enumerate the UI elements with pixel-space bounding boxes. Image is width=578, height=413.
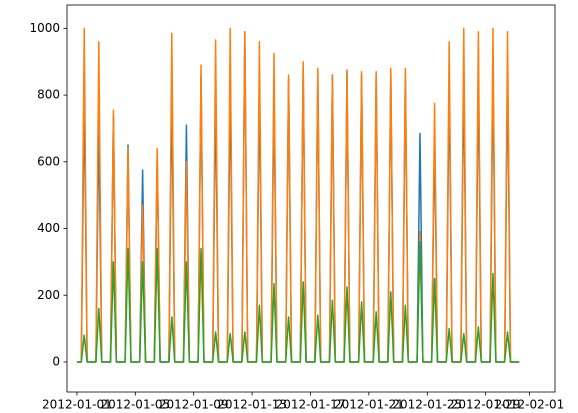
y-tick-label: 200: [37, 288, 60, 302]
x-tick-label: 2012-01-25: [392, 398, 462, 412]
x-tick-label: 2012-01-09: [159, 398, 229, 412]
y-tick-label: 0: [52, 354, 60, 368]
y-tick-label: 1000: [29, 21, 60, 35]
x-tick-label: 2012-01-17: [276, 398, 346, 412]
y-tick-label: 800: [37, 88, 60, 102]
series-line: [76, 241, 520, 363]
x-tick-label: 2012-01-05: [100, 398, 170, 412]
x-tick-label: 2012-01-13: [217, 398, 287, 412]
y-tick-label: 600: [37, 154, 60, 168]
x-tick-label: 2012-02-01: [495, 398, 565, 412]
y-tick-label: 400: [37, 221, 60, 235]
x-tick-label: 2012-01-29: [451, 398, 521, 412]
plot-frame: [66, 4, 556, 393]
series-line: [76, 30, 520, 363]
x-tick-label: 2012-01-01: [42, 398, 112, 412]
x-tick-label: 2012-01-21: [334, 398, 404, 412]
